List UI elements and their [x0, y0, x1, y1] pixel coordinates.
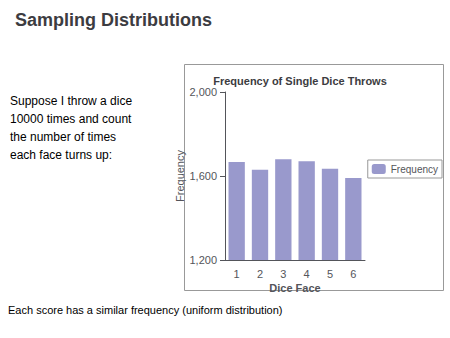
svg-text:1,200: 1,200	[189, 254, 217, 266]
svg-text:1,600: 1,600	[189, 170, 217, 182]
svg-text:Each score has a similar frequ: Each score has a similar frequency (unif…	[8, 304, 283, 316]
svg-text:1: 1	[234, 268, 240, 280]
svg-text:Sampling Distributions: Sampling Distributions	[15, 10, 212, 30]
svg-text:2,000: 2,000	[189, 86, 217, 98]
svg-text:Frequency of Single Dice Throw: Frequency of Single Dice Throws	[213, 75, 387, 87]
svg-text:Frequency: Frequency	[174, 150, 186, 202]
svg-text:Dice Face: Dice Face	[269, 282, 320, 294]
svg-text:the number of times: the number of times	[10, 130, 116, 144]
svg-text:2: 2	[257, 268, 263, 280]
svg-text:Frequency: Frequency	[391, 164, 438, 175]
svg-text:10000 times and count: 10000 times and count	[10, 112, 132, 126]
svg-text:6: 6	[350, 268, 356, 280]
svg-text:5: 5	[327, 268, 333, 280]
svg-text:3: 3	[280, 268, 286, 280]
svg-text:4: 4	[304, 268, 310, 280]
svg-text:each face turns up:: each face turns up:	[10, 148, 112, 162]
svg-text:Suppose I throw a dice: Suppose I throw a dice	[10, 94, 132, 108]
